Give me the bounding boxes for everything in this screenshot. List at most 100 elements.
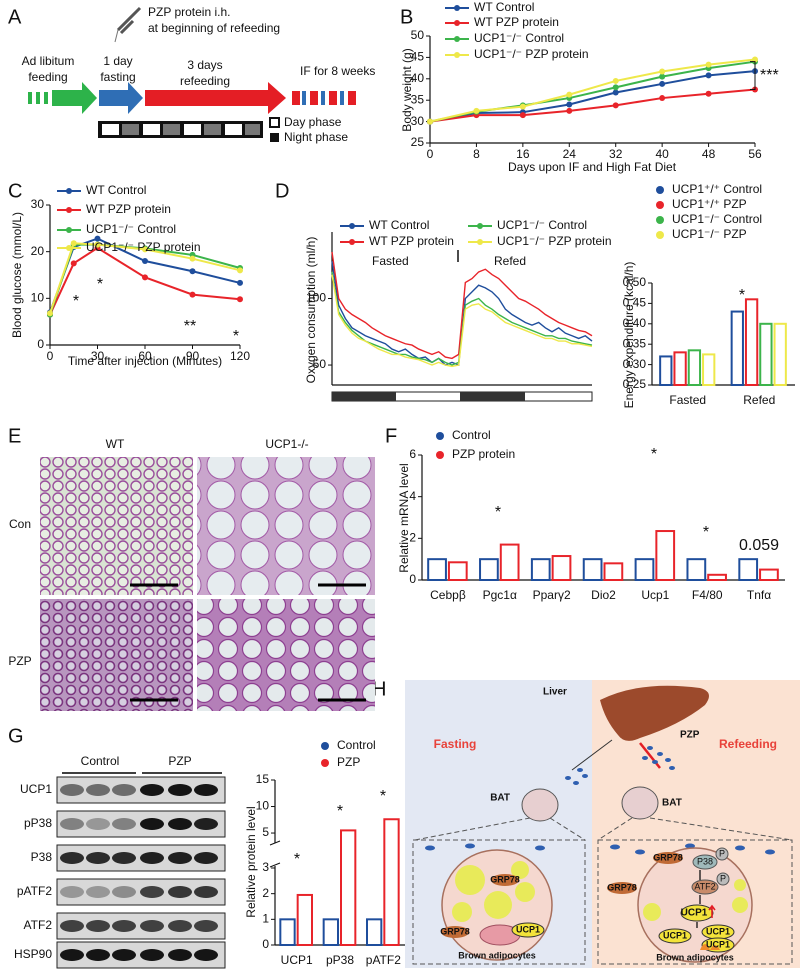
- series-line: [49, 246, 241, 316]
- blot-band: [140, 886, 164, 898]
- panel-label: D: [275, 180, 289, 202]
- annotation: ***: [760, 67, 779, 84]
- y-axis-label: Energy expenditure (kcal/h): [622, 262, 636, 409]
- blot-band: [60, 920, 84, 932]
- legend-swatch: [656, 186, 664, 194]
- y-tick-label: 25: [411, 135, 425, 149]
- series-line: [331, 251, 593, 360]
- cell-label: Brown adipocytes: [458, 950, 536, 960]
- blot-band: [140, 920, 164, 932]
- legend-swatch: [477, 223, 483, 229]
- annotation: *: [703, 524, 709, 541]
- x-tick-label: Cebpβ: [430, 588, 466, 602]
- annotation: *: [294, 851, 300, 868]
- bar: [759, 322, 773, 386]
- bar: [702, 353, 716, 386]
- protein-label: UCP1: [20, 782, 52, 796]
- tissue-label: BAT: [490, 793, 510, 804]
- organ-label: Liver: [543, 687, 567, 698]
- x-tick-label: 16: [516, 147, 530, 161]
- data-point: [659, 73, 666, 80]
- phase-label: Refed: [494, 254, 526, 268]
- y-tick-label: 0.25: [623, 377, 647, 391]
- annotation: **: [184, 318, 196, 335]
- atf2-icon: [691, 879, 719, 895]
- panel-label: A: [8, 6, 22, 28]
- heat-icon: [700, 944, 720, 950]
- blot-band: [86, 949, 110, 961]
- y-tick-label: 30: [411, 114, 425, 128]
- data-point: [612, 89, 619, 96]
- bar: [659, 355, 673, 387]
- x-tick-label: pP38: [326, 953, 354, 967]
- significance-bracket: [750, 61, 756, 90]
- blot-band: [86, 920, 110, 932]
- data-point: [94, 241, 101, 248]
- data-point: [659, 95, 666, 102]
- pzp-dots: [565, 746, 675, 785]
- legend-label: UCP1⁺/⁺ PZP: [672, 197, 747, 211]
- ucp1-icon: [658, 928, 692, 944]
- legend-label: WT PZP protein: [474, 15, 559, 29]
- step-label: refeeding: [180, 74, 230, 88]
- blot-band: [112, 949, 136, 961]
- legend-swatch: [66, 245, 72, 251]
- blot-band: [60, 784, 84, 796]
- annotation: *: [73, 293, 79, 310]
- legend-label: WT Control: [474, 0, 534, 14]
- day-swatch: [269, 117, 280, 128]
- panel-label: H: [372, 678, 386, 700]
- panel-label: F: [385, 425, 397, 447]
- grp78-icon: [653, 852, 683, 864]
- timeline: PZP protein i.h. at beginning of refeedi…: [22, 5, 376, 144]
- x-tick-label: 32: [609, 147, 623, 161]
- protein-label: pATF2: [17, 884, 52, 898]
- data-point: [47, 310, 53, 317]
- data-point: [473, 107, 480, 114]
- micrograph: [197, 457, 375, 595]
- legend-swatch: [477, 239, 483, 245]
- y-tick-label: 30: [31, 197, 45, 211]
- blot-band: [194, 818, 218, 830]
- annotation: *: [380, 788, 386, 805]
- y-tick-label: 0.40: [623, 316, 647, 330]
- bar: [759, 568, 779, 581]
- data-point: [612, 102, 619, 109]
- bar: [673, 351, 687, 386]
- annotation: *: [739, 287, 745, 304]
- legend-swatch: [321, 742, 329, 750]
- legend-swatch: [349, 239, 355, 245]
- tissue-label: BAT: [662, 798, 682, 809]
- protein-label: HSP90: [14, 947, 52, 961]
- bar: [738, 558, 759, 582]
- bar: [340, 829, 357, 946]
- y-axis-label: Blood glucose (mmol/L): [10, 212, 24, 338]
- y-tick-label: 3: [262, 860, 269, 874]
- series-line: [429, 58, 756, 123]
- micrograph: [40, 599, 193, 711]
- legend-swatch: [349, 223, 355, 229]
- if-dashes: [292, 91, 356, 105]
- protein-label: GRP78: [653, 852, 683, 862]
- blot-band: [194, 852, 218, 864]
- protein-label: UCP1: [706, 939, 730, 949]
- data-point: [94, 235, 101, 242]
- annotation: 0.059: [739, 537, 779, 554]
- phospho-icon: [716, 872, 730, 886]
- legend-label: PZP protein: [452, 447, 515, 461]
- step-label: Ad libitum: [22, 54, 75, 68]
- data-point: [237, 279, 243, 286]
- legend-swatch: [454, 52, 460, 58]
- blot-band: [168, 949, 192, 961]
- y-tick-label: 50: [411, 28, 425, 42]
- group-label: PZP: [168, 754, 191, 768]
- blot-band: [194, 949, 218, 961]
- protein-label: P: [719, 848, 725, 858]
- panel-label: B: [400, 6, 413, 28]
- y-tick-label: 6: [409, 447, 416, 461]
- bar: [279, 918, 296, 946]
- y-tick-label: 50: [313, 357, 327, 371]
- legend-swatch: [436, 451, 444, 459]
- data-point: [705, 72, 712, 79]
